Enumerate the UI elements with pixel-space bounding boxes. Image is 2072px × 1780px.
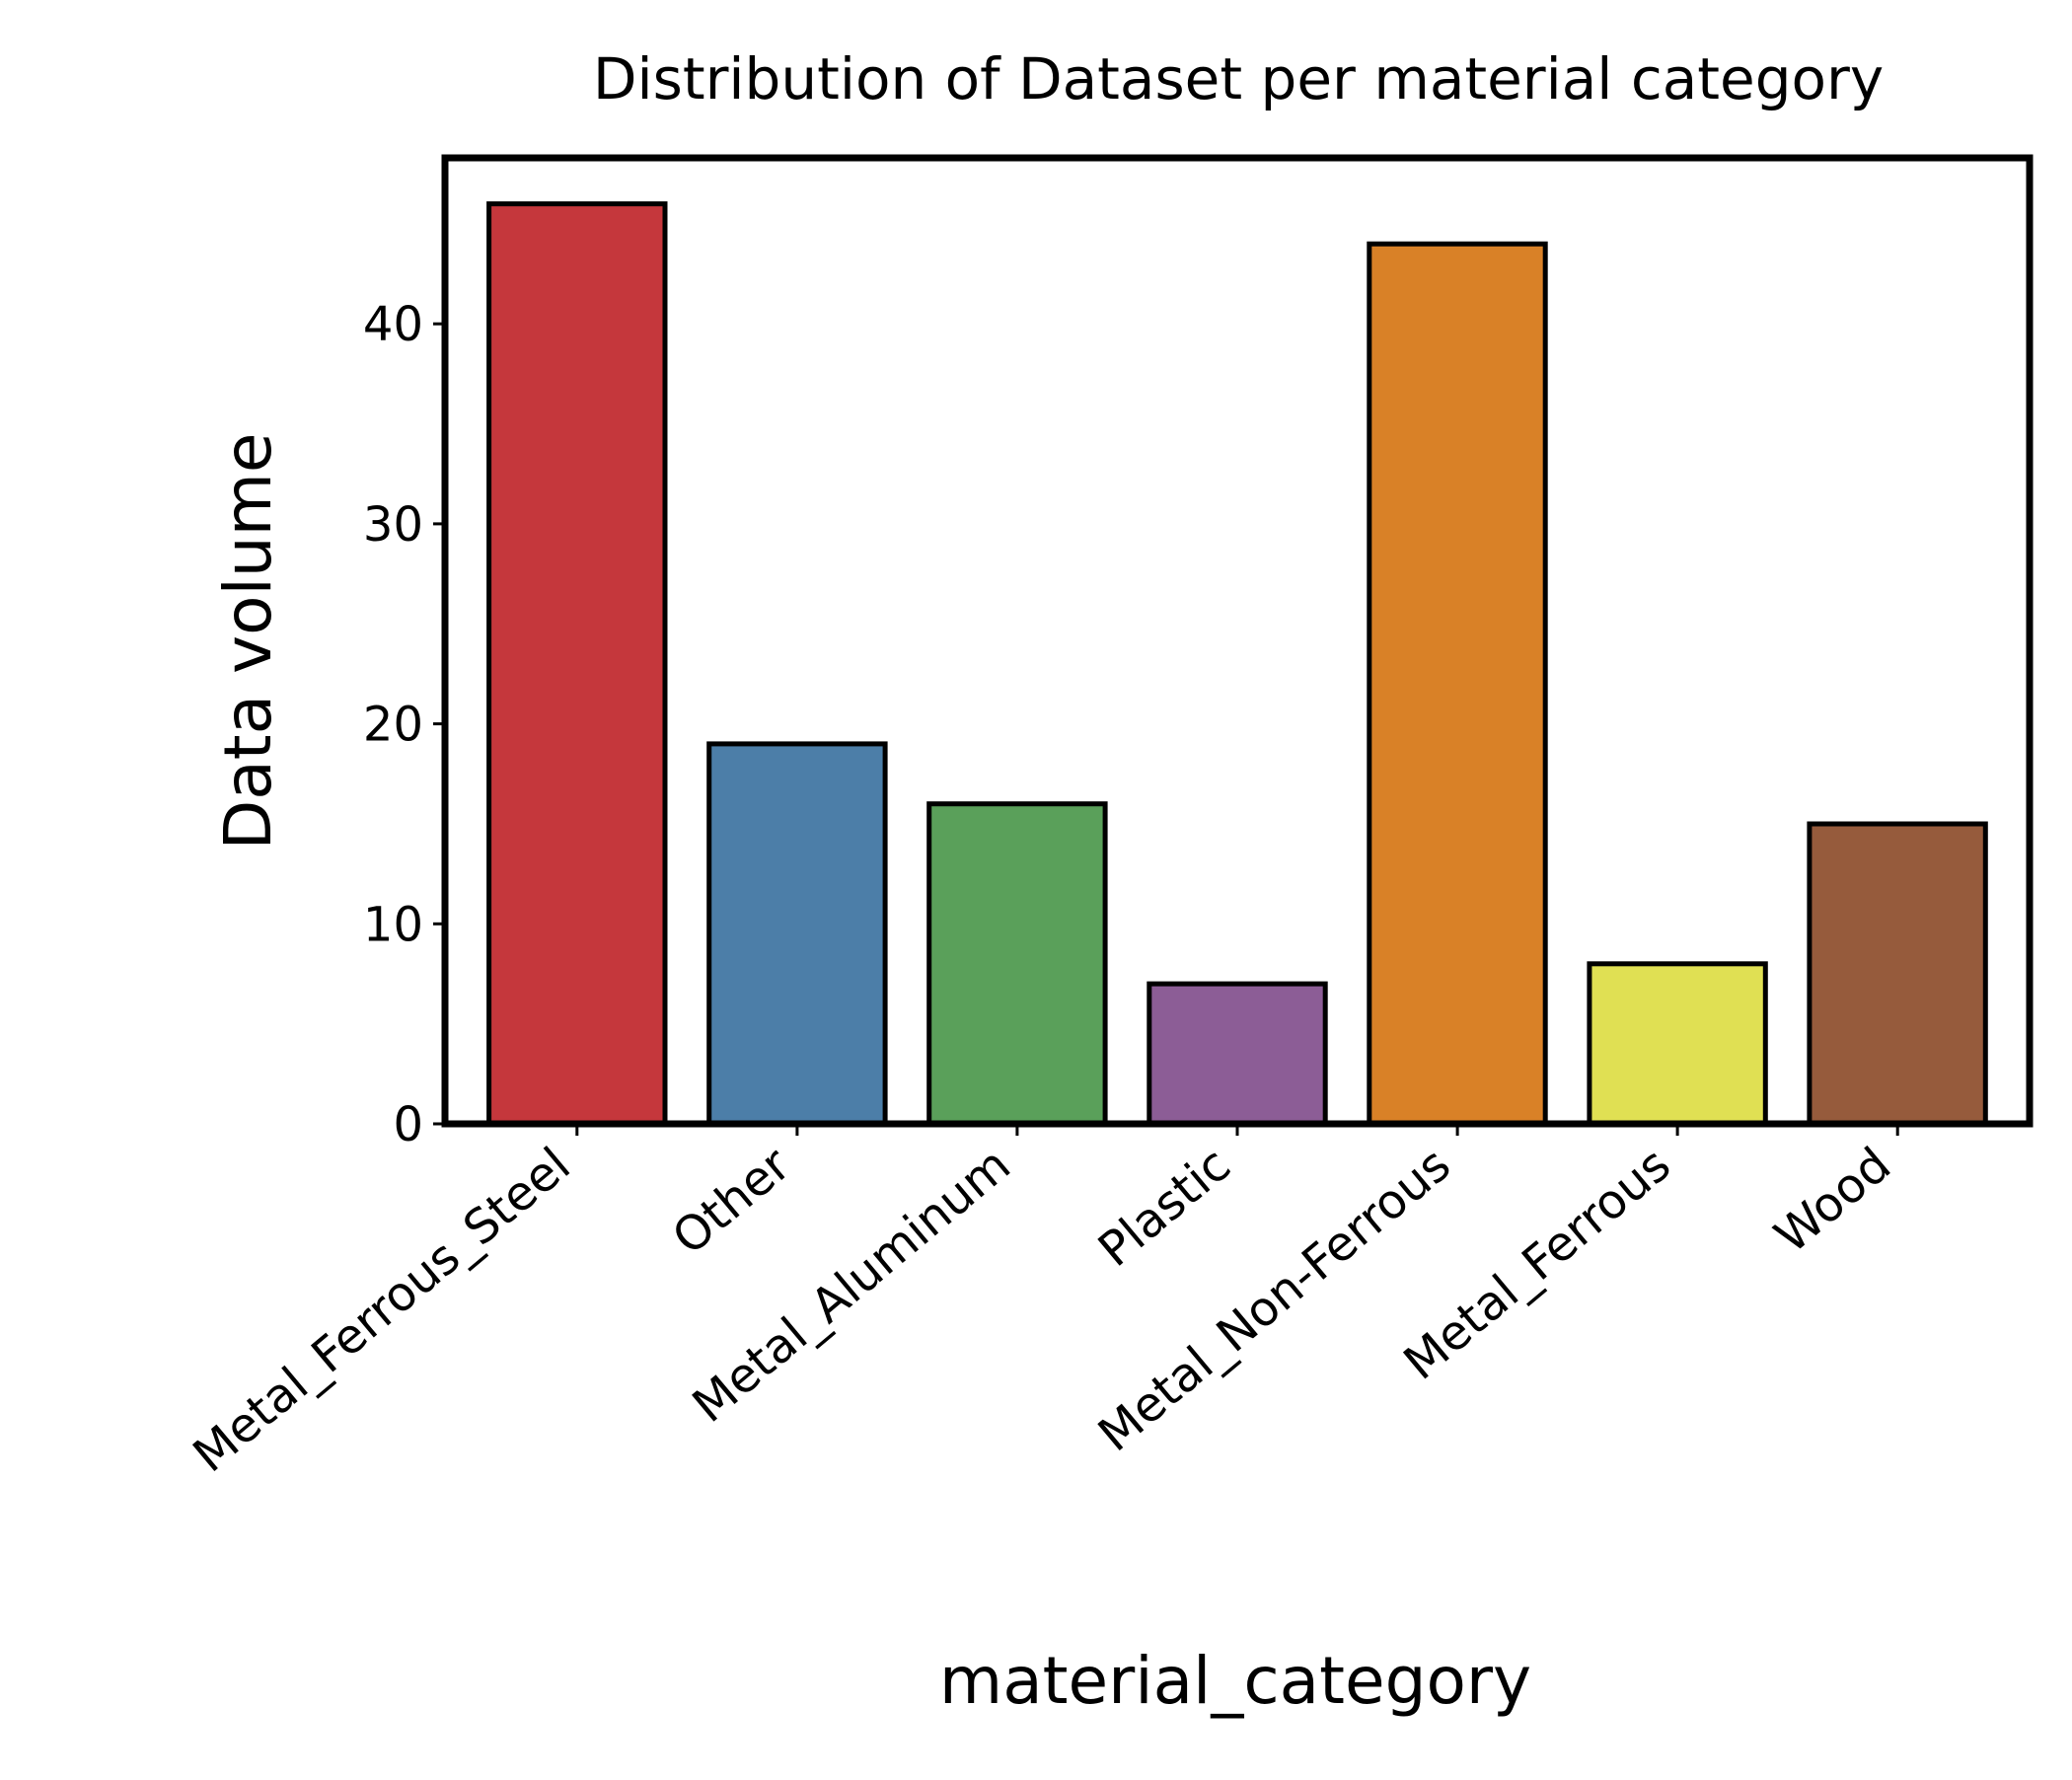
bar-metal-non-ferrous — [1367, 241, 1548, 1127]
y-axis: 0 10 20 30 40 — [363, 297, 445, 1152]
x-tick-label: Other — [662, 1137, 801, 1266]
x-tick-label: Wood — [1764, 1137, 1901, 1264]
plot-frame — [441, 154, 2034, 1128]
y-tick-label: 10 — [363, 897, 423, 952]
y-tick-label: 40 — [363, 297, 423, 352]
bar-metal-ferrous — [1587, 961, 1768, 1127]
bar-metal-aluminum — [926, 801, 1108, 1127]
y-tick-label: 0 — [393, 1097, 423, 1152]
bar-plastic — [1147, 981, 1328, 1127]
x-tick-label: Metal_Non-Ferrous — [1088, 1137, 1461, 1462]
y-tick-label: 20 — [363, 698, 423, 753]
x-axis-label: material_category — [939, 1643, 1531, 1719]
x-tick-label: Metal_Ferrous_Steel — [184, 1137, 581, 1483]
bar-other — [706, 741, 888, 1127]
bar-wood — [1807, 821, 1988, 1127]
y-axis-label: Data volume — [210, 432, 286, 850]
bars-layer — [486, 201, 1988, 1127]
chart-title: Distribution of Dataset per material cat… — [593, 45, 1884, 112]
y-tick-label: 30 — [363, 497, 423, 553]
bar-metal-ferrous-steel — [486, 201, 668, 1127]
x-tick-label: Plastic — [1088, 1137, 1241, 1278]
